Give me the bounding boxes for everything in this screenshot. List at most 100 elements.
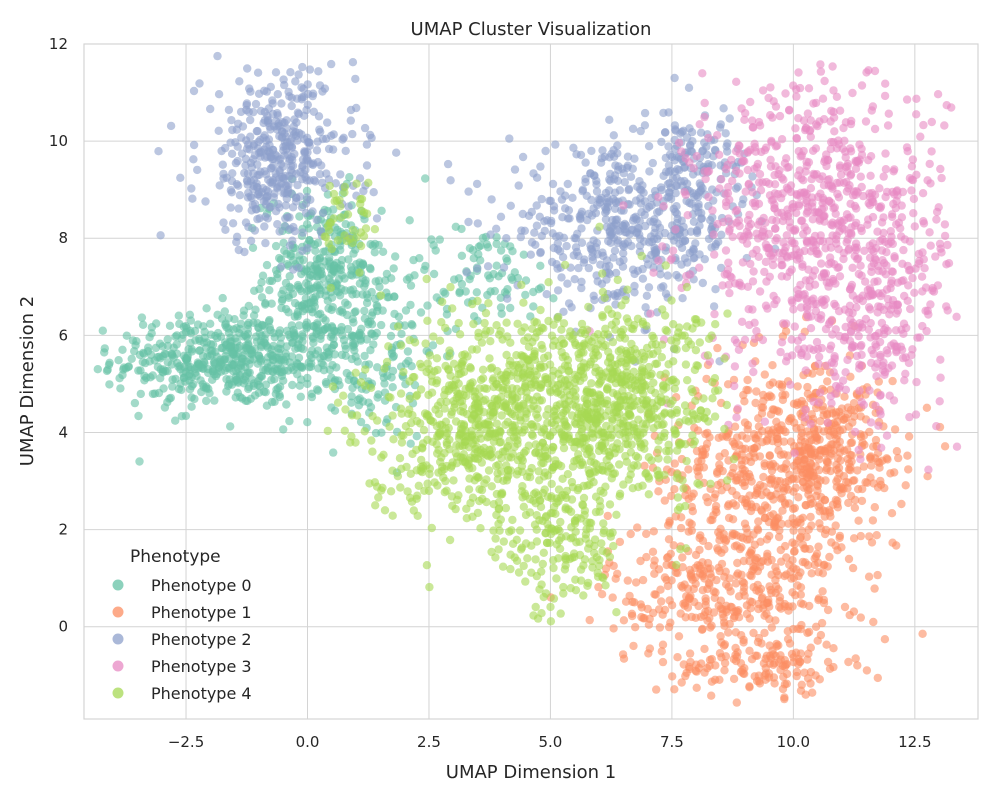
scatter-point bbox=[749, 628, 758, 638]
scatter-point bbox=[388, 366, 398, 376]
scatter-point bbox=[723, 501, 733, 511]
scatter-point bbox=[732, 77, 741, 87]
scatter-point bbox=[737, 456, 746, 465]
scatter-point bbox=[904, 465, 913, 474]
scatter-point bbox=[695, 338, 704, 347]
scatter-point bbox=[217, 343, 226, 353]
scatter-point bbox=[657, 185, 666, 195]
scatter-point bbox=[255, 214, 264, 223]
scatter-point bbox=[904, 432, 914, 441]
scatter-point bbox=[877, 318, 887, 328]
scatter-point bbox=[388, 353, 398, 362]
scatter-point bbox=[901, 481, 910, 490]
scatter-point bbox=[840, 333, 850, 342]
scatter-point bbox=[602, 206, 611, 216]
scatter-point bbox=[810, 554, 819, 563]
scatter-point bbox=[285, 416, 294, 426]
scatter-point bbox=[549, 366, 558, 375]
scatter-point bbox=[827, 137, 836, 147]
scatter-point bbox=[915, 256, 924, 266]
scatter-point bbox=[257, 343, 266, 352]
scatter-point bbox=[266, 202, 275, 212]
scatter-point bbox=[865, 453, 875, 462]
scatter-point bbox=[759, 213, 768, 223]
scatter-point bbox=[619, 169, 628, 178]
scatter-point bbox=[609, 253, 618, 262]
scatter-point bbox=[271, 68, 281, 77]
scatter-point bbox=[605, 115, 614, 125]
scatter-point bbox=[261, 300, 270, 309]
scatter-point bbox=[303, 418, 312, 427]
scatter-point bbox=[815, 507, 824, 516]
scatter-point bbox=[689, 217, 699, 226]
scatter-point bbox=[734, 592, 744, 601]
scatter-point bbox=[397, 329, 406, 339]
scatter-point bbox=[514, 181, 523, 190]
scatter-point bbox=[790, 503, 799, 513]
scatter-point bbox=[935, 397, 944, 406]
scatter-point bbox=[667, 491, 676, 501]
scatter-point bbox=[423, 301, 432, 310]
scatter-point bbox=[781, 500, 790, 509]
scatter-point bbox=[421, 174, 430, 183]
scatter-point bbox=[631, 451, 641, 461]
scatter-point bbox=[446, 282, 455, 292]
scatter-point bbox=[817, 259, 826, 268]
scatter-point bbox=[571, 243, 581, 252]
scatter-point bbox=[724, 513, 734, 523]
scatter-point bbox=[752, 586, 761, 595]
scatter-point bbox=[202, 304, 211, 313]
scatter-point bbox=[262, 170, 271, 179]
scatter-point bbox=[888, 187, 897, 197]
scatter-point bbox=[907, 186, 916, 195]
scatter-point bbox=[858, 438, 867, 447]
scatter-point bbox=[455, 287, 464, 296]
scatter-point bbox=[657, 137, 666, 147]
scatter-point bbox=[166, 121, 176, 131]
scatter-point bbox=[910, 288, 919, 297]
scatter-point bbox=[710, 309, 719, 319]
scatter-point bbox=[786, 380, 795, 389]
scatter-point bbox=[851, 157, 861, 167]
scatter-point bbox=[909, 194, 919, 204]
scatter-point bbox=[743, 282, 753, 291]
scatter-point bbox=[313, 346, 323, 355]
scatter-point bbox=[763, 304, 772, 313]
scatter-point bbox=[473, 264, 482, 273]
scatter-point bbox=[659, 282, 668, 291]
scatter-point bbox=[367, 133, 376, 143]
scatter-point bbox=[800, 222, 809, 232]
scatter-point bbox=[818, 569, 828, 578]
scatter-point bbox=[732, 413, 741, 422]
scatter-point bbox=[828, 330, 837, 339]
scatter-point bbox=[785, 639, 795, 648]
scatter-point bbox=[823, 657, 833, 667]
scatter-point bbox=[768, 113, 777, 122]
scatter-point bbox=[767, 392, 776, 402]
scatter-point bbox=[801, 690, 810, 699]
scatter-point bbox=[887, 267, 896, 276]
scatter-point bbox=[850, 251, 859, 261]
scatter-point bbox=[93, 365, 103, 374]
scatter-point bbox=[218, 293, 227, 303]
scatter-point bbox=[785, 105, 794, 115]
scatter-point bbox=[701, 174, 710, 184]
scatter-point bbox=[887, 210, 897, 219]
scatter-point bbox=[779, 672, 788, 682]
scatter-point bbox=[279, 425, 288, 434]
scatter-point bbox=[199, 338, 208, 347]
scatter-point bbox=[303, 156, 312, 165]
scatter-point bbox=[730, 362, 740, 371]
scatter-point bbox=[829, 446, 838, 456]
scatter-point bbox=[630, 154, 639, 163]
scatter-point bbox=[840, 392, 849, 401]
scatter-point bbox=[862, 666, 872, 675]
scatter-point bbox=[715, 675, 724, 684]
scatter-point bbox=[908, 273, 917, 283]
scatter-point bbox=[814, 425, 823, 434]
scatter-point bbox=[441, 323, 450, 333]
scatter-point bbox=[627, 339, 636, 349]
scatter-point bbox=[747, 546, 756, 555]
scatter-point bbox=[401, 306, 411, 315]
scatter-point bbox=[380, 379, 389, 388]
